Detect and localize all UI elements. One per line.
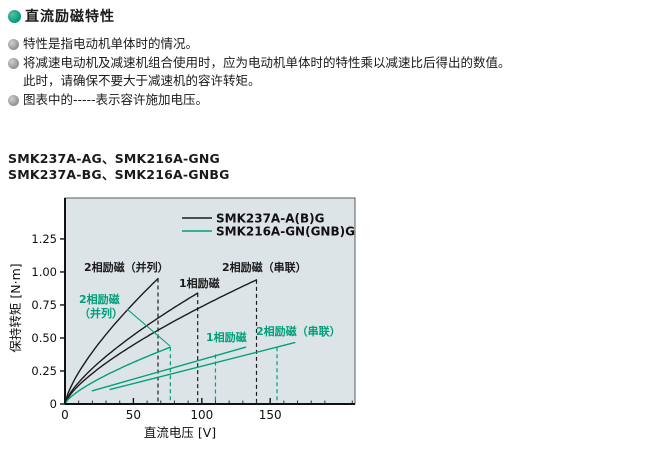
curve-5: [109, 341, 296, 391]
curve-0: [64, 277, 159, 405]
note-item: 图表中的-----表示容许施加电压。: [8, 92, 648, 109]
model-line-1: SMK237A-AG、SMK216A-GNG: [8, 151, 220, 166]
y-tick-label: 0.25: [31, 364, 57, 378]
curve-label-5: 1相励磁: [206, 330, 247, 344]
y-tick-label: 1.00: [31, 265, 57, 279]
curve-label-3: 2相励磁: [79, 292, 120, 306]
y-tick-label: 1.25: [31, 232, 57, 246]
note-text: 将减速电动机及减速机组合使用时，应为电动机单体时的特性乘以减速比后得出的数值。: [23, 54, 511, 70]
note-item: 特性是指电动机单体时的情况。: [8, 36, 648, 53]
plot-area: [64, 197, 356, 405]
gray-bullet-icon: [8, 39, 19, 50]
x-axis-title: 直流电压 [V]: [144, 425, 216, 440]
x-tick-label: 50: [126, 408, 141, 422]
notes-list: 特性是指电动机单体时的情况。 将减速电动机及减速机组合使用时，应为电动机单体时的…: [8, 36, 648, 110]
label-leader-line: [126, 308, 171, 347]
y-tick-label: 0.50: [31, 331, 57, 345]
teal-bullet-icon: [8, 9, 21, 23]
curve-label-2: 2相励磁（串联）: [222, 260, 307, 274]
x-tick-label: 100: [190, 408, 213, 422]
curve-label-6: 2相励磁（串联）: [256, 324, 341, 338]
section-title-row: 直流励磁特性: [8, 6, 115, 26]
legend-label-1: SMK216A-GN(GNB)G: [216, 225, 355, 239]
gray-bullet-icon: [8, 57, 19, 69]
curve-2: [64, 279, 258, 405]
curve-label-4: （并列）: [79, 306, 123, 320]
note-text: 图表中的-----表示容许施加电压。: [23, 91, 209, 107]
torque-voltage-chart: 0 50 100 150 0 0.25 0.50 0.75 1.00 1.25 直流电压 [V] 保持…: [0, 190, 390, 460]
y-tick-label: 0: [50, 397, 57, 411]
curve-1: [64, 292, 199, 405]
curve-label-1: 1相励磁: [179, 276, 220, 290]
note-text: 特性是指电动机单体时的情况。: [23, 36, 199, 51]
y-tick-label: 0.75: [31, 298, 57, 312]
x-tick-label: 150: [259, 408, 282, 422]
y-axis-title: 保持转矩 [N·m]: [8, 263, 23, 352]
gray-bullet-icon: [8, 94, 19, 106]
note-continuation: 此时，请确保不要大于减速机的容许转矩。: [23, 73, 261, 88]
model-heading: SMK237A-AG、SMK216A-GNG SMK237A-BG、SMK216…: [8, 151, 230, 182]
x-tick-label: 0: [61, 408, 69, 422]
curve-3: [64, 346, 171, 405]
model-line-2: SMK237A-BG、SMK216A-GNBG: [8, 166, 230, 182]
page-title: 直流励磁特性: [25, 9, 115, 25]
chart-svg: 0 50 100 150 0 0.25 0.50 0.75 1.00 1.25 直流电压 [V] 保持…: [8, 197, 356, 440]
curve-label-0: 2相励磁（并列）: [84, 260, 169, 274]
legend-label-0: SMK237A-A(B)G: [216, 212, 324, 226]
curve-4: [91, 346, 247, 392]
note-item: 将减速电动机及减速机组合使用时，应为电动机单体时的特性乘以减速比后得出的数值。: [8, 55, 648, 72]
